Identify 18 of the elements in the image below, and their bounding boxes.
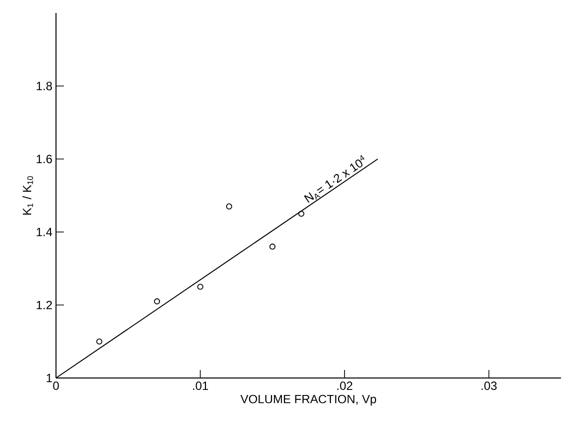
y-tick-label: 1.8 xyxy=(36,82,52,90)
point xyxy=(298,210,304,217)
point xyxy=(154,298,160,304)
annotation: N$_{A}$= 1·2 x 10$^{4}$ xyxy=(304,155,364,203)
x-axis-title: VOLUME FRACTION, Vp xyxy=(240,394,376,406)
point xyxy=(197,284,204,290)
y-tick-label: 1 xyxy=(46,374,52,382)
y-tick-label: 1.2 xyxy=(36,300,52,310)
y-tick-label: 1.4 xyxy=(36,228,52,236)
y-axis-title: K$_{1}$ / K$_{10}$ xyxy=(22,176,34,215)
x-tick-label: .02 xyxy=(337,382,352,390)
point xyxy=(226,203,232,210)
point xyxy=(269,244,276,250)
y-tick-label: 1.6 xyxy=(36,154,52,164)
x-tick-label: .03 xyxy=(482,382,497,390)
x-tick-label: 0 xyxy=(53,382,59,390)
x-tick-label: .01 xyxy=(193,382,208,390)
point xyxy=(96,338,102,345)
